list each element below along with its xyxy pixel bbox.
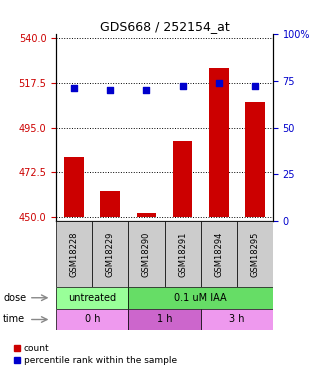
Bar	[237, 221, 273, 287]
Point	[72, 85, 77, 91]
Bar	[164, 221, 201, 287]
Point	[252, 83, 257, 89]
Text: 0.1 uM IAA: 0.1 uM IAA	[174, 293, 227, 303]
Text: GSM18295: GSM18295	[250, 231, 259, 277]
Text: GSM18228: GSM18228	[70, 231, 79, 277]
Text: 1 h: 1 h	[157, 315, 172, 324]
Bar	[92, 221, 128, 287]
Text: time: time	[3, 315, 25, 324]
Bar	[56, 287, 128, 309]
Bar	[201, 221, 237, 287]
Text: dose: dose	[3, 293, 26, 303]
Legend: count, percentile rank within the sample: count, percentile rank within the sample	[11, 340, 180, 369]
Text: GSM18229: GSM18229	[106, 231, 115, 277]
Text: GSM18290: GSM18290	[142, 231, 151, 277]
Bar	[64, 158, 84, 217]
Point	[108, 87, 113, 93]
Bar	[201, 309, 273, 330]
Bar	[56, 309, 128, 330]
Text: 3 h: 3 h	[229, 315, 245, 324]
Point	[180, 83, 185, 89]
Text: GSM18291: GSM18291	[178, 231, 187, 277]
Point	[216, 80, 221, 86]
Title: GDS668 / 252154_at: GDS668 / 252154_at	[100, 20, 230, 33]
Bar	[173, 141, 193, 217]
Bar	[245, 102, 265, 217]
Text: untreated: untreated	[68, 293, 116, 303]
Bar	[128, 287, 273, 309]
Point	[144, 87, 149, 93]
Bar	[56, 221, 92, 287]
Bar	[128, 221, 164, 287]
Bar	[136, 213, 156, 217]
Text: GSM18294: GSM18294	[214, 231, 223, 277]
Bar	[209, 68, 229, 217]
Bar	[128, 309, 201, 330]
Bar	[100, 191, 120, 217]
Text: 0 h: 0 h	[84, 315, 100, 324]
